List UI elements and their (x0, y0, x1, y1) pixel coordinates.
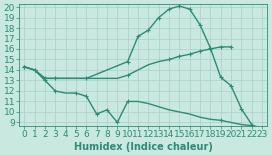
X-axis label: Humidex (Indice chaleur): Humidex (Indice chaleur) (74, 142, 213, 152)
